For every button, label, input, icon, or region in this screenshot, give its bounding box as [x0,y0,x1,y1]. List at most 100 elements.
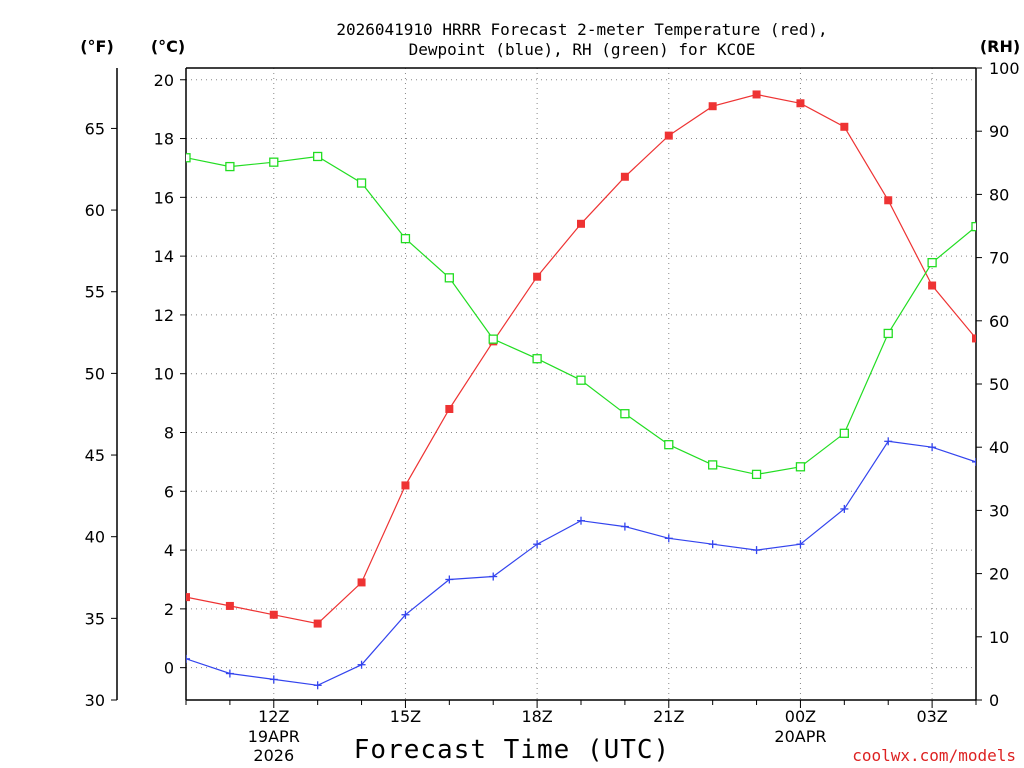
dewpoint-point [620,522,629,531]
dewpoint-point [796,540,805,549]
temperature-point [884,196,893,205]
x-tick-label: 15Z [390,707,421,726]
celsius-unit-label: (°C) [151,37,185,56]
rh-tick-label: 10 [989,628,1009,647]
tick-labels: 0 2 4 6 8 10 12 14 16 18 20 30 35 40 45 50 55 60 65 0 10 20 30… [85,59,1020,765]
dewpoint-point [577,516,585,525]
temperature-point [664,131,673,140]
gridlines [186,68,976,700]
rh-point [225,161,235,172]
rh-point [620,409,630,419]
temperature-point [225,601,234,610]
temperature-point [445,404,454,413]
dewpoint-point [269,675,278,684]
fahrenheit-tick-label: 60 [85,201,105,220]
x-axis-title: Forecast Time (UTC) [354,735,670,765]
fahrenheit-tick-label: 40 [85,528,105,547]
rh-point [664,440,674,450]
fahrenheit-tick-label: 65 [85,119,105,138]
rh-unit-label: (RH) [980,37,1020,56]
rh-point [356,178,367,188]
date-label: 19APR [248,727,300,746]
rh-point [444,273,454,283]
fahrenheit-tick-label: 35 [85,609,105,628]
x-tick-label: 18Z [521,707,552,726]
dewpoint-point [225,669,234,678]
celsius-tick-label: 0 [164,659,174,678]
temperature-point [840,122,849,131]
dewpoint-point [313,681,322,690]
axes [111,67,982,708]
temperature-point [577,219,585,228]
rh-point [883,328,893,339]
rh-point [795,462,806,472]
temperature-point [796,99,805,108]
dewpoint-point [186,654,190,663]
temperature-point [972,334,976,343]
rh-point [400,233,411,244]
dewpoint-point [445,575,454,584]
rh-tick-label: 100 [989,59,1020,78]
series-rh [186,151,976,480]
rh-tick-label: 70 [989,249,1009,268]
series-line-temperature [186,93,976,625]
date-label: 20APR [774,727,826,746]
temperature-point [533,272,542,281]
rh-tick-label: 20 [989,565,1009,584]
rh-tick-label: 60 [989,312,1009,331]
x-tick-label: 03Z [916,707,947,726]
fahrenheit-tick-label: 30 [85,691,105,710]
rh-tick-label: 90 [989,122,1009,141]
fahrenheit-unit-label: (°F) [80,37,114,56]
rh-point [839,428,849,438]
celsius-tick-label: 16 [154,188,174,207]
dewpoint-point [752,546,761,555]
dewpoint-point [972,457,976,466]
celsius-tick-label: 12 [154,306,174,325]
rh-tick-label: 50 [989,375,1009,394]
dewpoint-point [884,437,893,446]
rh-point [488,334,498,344]
celsius-tick-label: 2 [164,600,174,619]
fahrenheit-tick-label: 45 [85,446,105,465]
dewpoint-point [401,610,410,619]
rh-point [313,151,323,162]
temperature-point [752,90,761,99]
temperature-point [620,172,629,181]
rh-tick-label: 40 [989,438,1009,457]
rh-tick-label: 0 [989,691,999,710]
dewpoint-point [489,572,498,581]
temperature-point [357,578,366,587]
celsius-tick-label: 6 [164,482,174,501]
dewpoint-point [708,540,717,549]
fahrenheit-tick-label: 50 [85,364,105,383]
dewpoint-point [664,534,673,543]
data-series [186,90,976,690]
dewpoint-point [533,540,542,549]
x-tick-label: 00Z [785,707,816,726]
temperature-point [186,593,190,602]
date-label: 2026 [253,746,294,765]
celsius-tick-label: 8 [164,424,174,443]
rh-tick-label: 80 [989,185,1009,204]
rh-point [269,157,279,167]
chart-title-line2: Dewpoint (blue), RH (green) for KCOE [409,40,756,59]
rh-point [576,375,586,385]
rh-point [532,354,542,364]
rh-point [751,469,762,480]
temperature-point [708,102,717,111]
celsius-tick-label: 4 [164,541,174,560]
series-dewpoint [186,437,976,690]
chart-title-line1: 2026041910 HRRR Forecast 2-meter Tempera… [336,20,827,39]
credit-link[interactable]: coolwx.com/models [852,746,1016,765]
dewpoint-point [840,504,849,513]
rh-tick-label: 30 [989,501,1009,520]
celsius-tick-label: 18 [154,130,174,149]
rh-point [927,258,937,268]
celsius-tick-label: 10 [154,365,174,384]
temperature-point [313,619,322,628]
dewpoint-point [928,443,937,452]
dewpoint-point [357,660,366,669]
temperature-point [401,481,410,490]
